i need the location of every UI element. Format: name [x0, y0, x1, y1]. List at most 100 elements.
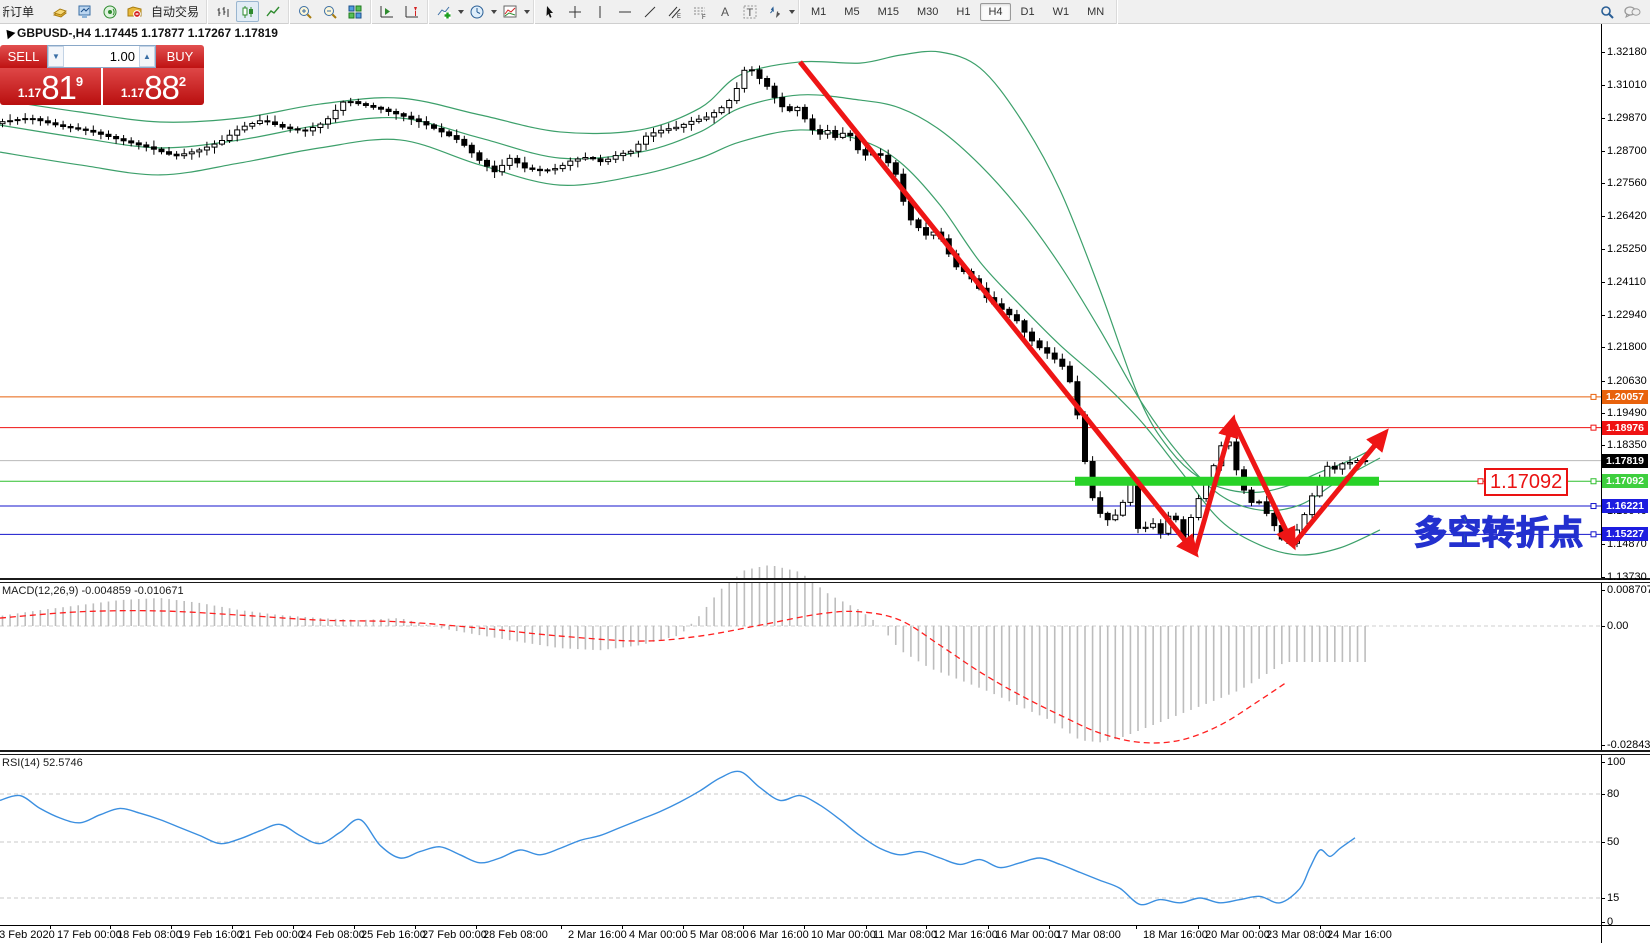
templates-icon[interactable]: [498, 1, 521, 22]
text-icon[interactable]: A: [713, 1, 736, 22]
time-axis-label[interactable]: 4 Mar 00:00: [629, 929, 688, 941]
cursor-icon[interactable]: [538, 1, 561, 22]
vertical-line-icon[interactable]: [588, 1, 611, 22]
sell-price-display[interactable]: 1.17 81 9: [0, 68, 101, 105]
tile-windows-icon[interactable]: [343, 1, 366, 22]
timeframe-button-m15[interactable]: M15: [877, 5, 899, 18]
time-axis-label[interactable]: 17 Mar 08:00: [1056, 929, 1121, 941]
timeframe-button-h1[interactable]: H1: [956, 5, 971, 18]
indicators-dropdown-caret[interactable]: [458, 9, 465, 14]
time-axis-tick: [1136, 925, 1137, 929]
rsi-axis-label: 0: [1607, 916, 1614, 928]
time-axis-label[interactable]: 28 Feb 08:00: [483, 929, 548, 941]
price-axis-label: 1.20630: [1607, 374, 1647, 387]
arrows-dropdown-caret[interactable]: [789, 9, 796, 14]
chart-shift-icon[interactable]: [400, 1, 423, 22]
main-macd-separator[interactable]: [0, 578, 1650, 583]
volume-input[interactable]: 1.00: [109, 49, 135, 64]
buy-price-display[interactable]: 1.17 88 2: [103, 68, 204, 105]
timeframe-button-mn[interactable]: MN: [1087, 5, 1105, 18]
volume-decrease-button[interactable]: ▼: [48, 46, 64, 67]
price-axis-label: 1.32180: [1607, 46, 1647, 58]
market-watch-icon[interactable]: [48, 1, 71, 22]
time-axis-label[interactable]: 10 Mar 00:00: [811, 929, 876, 941]
macd-rsi-separator[interactable]: [0, 750, 1650, 755]
candlestick-chart-icon[interactable]: [236, 1, 260, 22]
text-label-icon[interactable]: T: [738, 1, 761, 22]
trendline-icon[interactable]: [638, 1, 661, 22]
volume-increase-button[interactable]: ▲: [139, 46, 155, 67]
time-axis-label[interactable]: 21 Feb 00:00: [239, 929, 304, 941]
time-axis-label[interactable]: 17 Feb 00:00: [57, 929, 122, 941]
time-axis-label[interactable]: 23 Mar 08:00: [1266, 929, 1331, 941]
price-axis-label: 1.18350: [1607, 439, 1647, 452]
fibonacci-icon[interactable]: F: [688, 1, 711, 22]
time-axis-label[interactable]: 13 Feb 2020: [0, 929, 55, 941]
price-axis-label: 1.13730: [1607, 570, 1647, 583]
price-callout-box[interactable]: 1.17092: [1484, 468, 1569, 496]
new-order-button[interactable]: 新订单: [3, 5, 35, 19]
candlesticks: [0, 65, 1369, 548]
price-axis-label: 1.27560: [1607, 177, 1647, 190]
time-axis-label[interactable]: 2 Mar 16:00: [568, 929, 627, 941]
sell-button[interactable]: SELL: [0, 45, 47, 68]
trend-arrows[interactable]: [798, 60, 1389, 558]
price-axis-tick: [1601, 445, 1605, 447]
price-axis-tick: [1601, 347, 1605, 349]
search-icon[interactable]: [1595, 1, 1618, 22]
auto-scroll-icon[interactable]: [375, 1, 398, 22]
svg-text:F: F: [702, 15, 706, 20]
time-axis-label[interactable]: 5 Mar 08:00: [690, 929, 749, 941]
time-axis-label[interactable]: 18 Mar 16:00: [1143, 929, 1208, 941]
time-axis-label[interactable]: 25 Feb 16:00: [361, 929, 426, 941]
time-axis-label[interactable]: 16 Mar 00:00: [995, 929, 1060, 941]
time-axis-label[interactable]: 24 Mar 16:00: [1327, 929, 1392, 941]
time-axis-label[interactable]: 19 Feb 16:00: [178, 929, 243, 941]
timeframe-button-d1[interactable]: D1: [1020, 5, 1035, 18]
price-axis-tick: [1601, 281, 1605, 283]
autotrading-button[interactable]: 自动交易: [151, 5, 200, 19]
time-axis-label[interactable]: 18 Feb 08:00: [117, 929, 182, 941]
zoom-in-icon[interactable]: [293, 1, 316, 22]
indicators-icon[interactable]: [432, 1, 455, 22]
horizontal-line-objects[interactable]: [0, 393, 1601, 538]
timeframe-button-h4[interactable]: H4: [980, 2, 1011, 21]
chat-icon[interactable]: [1620, 1, 1643, 22]
line-chart-icon[interactable]: [261, 1, 284, 22]
support-zone-band[interactable]: [1075, 476, 1484, 486]
time-axis-label[interactable]: 27 Feb 00:00: [422, 929, 487, 941]
time-axis-label[interactable]: 20 Mar 00:00: [1205, 929, 1270, 941]
zoom-out-icon[interactable]: [318, 1, 341, 22]
periods-icon[interactable]: [465, 1, 488, 22]
price-axis-tick: [1601, 576, 1605, 578]
time-axis-label[interactable]: 24 Feb 08:00: [300, 929, 365, 941]
macd-axis-label: -0.028436: [1607, 739, 1650, 751]
price-axis-border: [1601, 24, 1602, 943]
rsi-axis-tick: [1601, 794, 1605, 795]
rsi-axis-tick: [1601, 898, 1605, 899]
buy-button[interactable]: BUY: [156, 45, 204, 68]
equidistant-channel-icon[interactable]: E: [663, 1, 686, 22]
rsi-axis-tick: [1601, 922, 1605, 923]
arrows-icon[interactable]: [763, 1, 786, 22]
time-axis-tick: [476, 925, 477, 929]
price-badge: 1.20057: [1602, 389, 1648, 404]
time-axis-label[interactable]: 6 Mar 16:00: [750, 929, 809, 941]
time-axis-label[interactable]: 11 Mar 08:00: [873, 929, 938, 941]
autotrading-icon[interactable]: [123, 1, 146, 22]
strategy-tester-icon[interactable]: [98, 1, 121, 22]
periods-dropdown-caret[interactable]: [491, 9, 498, 14]
templates-dropdown-caret[interactable]: [524, 9, 531, 14]
horizontal-line-icon[interactable]: [613, 1, 636, 22]
data-window-icon[interactable]: [73, 1, 96, 22]
crosshair-icon[interactable]: [563, 1, 586, 22]
time-axis-label[interactable]: 12 Mar 16:00: [933, 929, 998, 941]
rsi-axis-label: 100: [1607, 756, 1626, 768]
timeframe-button-m5[interactable]: M5: [844, 5, 860, 18]
timeframe-button-w1[interactable]: W1: [1052, 5, 1070, 18]
sell-price-prefix: 1.17: [17, 86, 42, 100]
bar-chart-icon[interactable]: [211, 1, 234, 22]
timeframe-button-m30[interactable]: M30: [916, 5, 939, 18]
timeframe-button-m1[interactable]: M1: [811, 5, 827, 18]
